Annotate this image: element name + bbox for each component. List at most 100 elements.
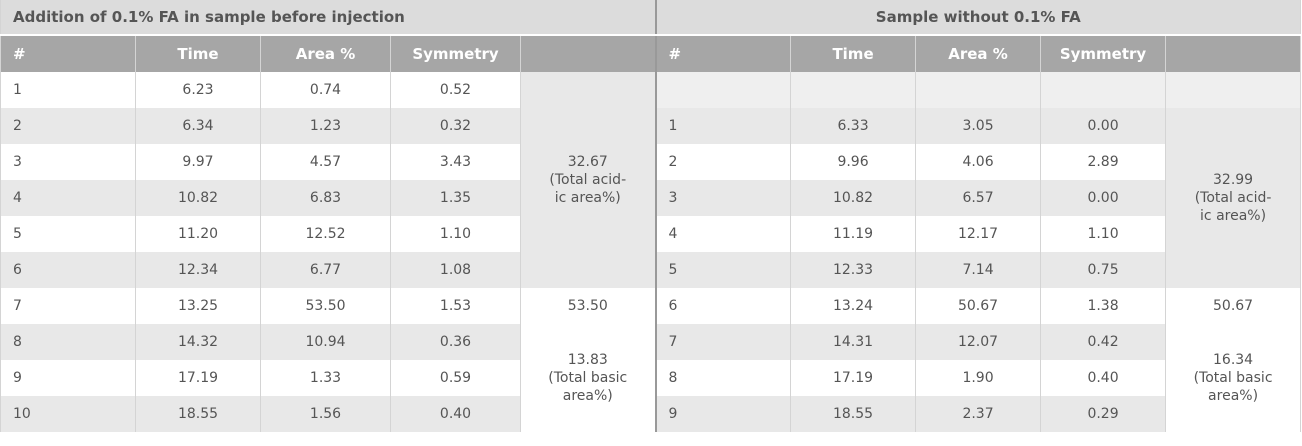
- cell: 3: [0, 144, 136, 180]
- table-row: 1 6.23 0.74 0.52 32.67 (Total acid-ic area%): [0, 72, 1302, 288]
- cell: 7.14: [915, 252, 1042, 288]
- table-row: 2 6.34 1.23 0.32 1 6.33 3.05 0.00 32.99 (Total ac…: [0, 108, 1302, 288]
- summary-cell: 32.67 (Total acid-ic area%): [519, 72, 657, 288]
- cell: 9: [0, 360, 136, 396]
- cell: 4: [655, 216, 792, 252]
- table-row: 5 11.20 12.52 1.10 4 11.19 12.17 1.10: [0, 216, 1301, 252]
- cell: 6.23: [135, 72, 261, 108]
- column-header: Time: [135, 35, 261, 72]
- cell: 10.82: [790, 180, 917, 216]
- column-header-blank: [519, 35, 657, 72]
- summary-line: 16.34: [1213, 352, 1254, 368]
- cell: 1.56: [260, 396, 391, 432]
- summary-cell: 50.67: [1165, 288, 1302, 324]
- cell: 6.83: [260, 180, 391, 216]
- summary-cell: 16.34 (Total basic area%): [1165, 324, 1302, 432]
- cell: 6.77: [260, 252, 391, 288]
- empty-cell: [1040, 72, 1167, 108]
- cell: 1.33: [260, 360, 391, 396]
- cell: 12.17: [915, 216, 1042, 252]
- cell: 1.10: [1040, 216, 1167, 252]
- cell: 0.59: [390, 360, 521, 396]
- cell: 18.55: [790, 396, 917, 432]
- cell: 12.34: [135, 252, 261, 288]
- cell: 4: [0, 180, 136, 216]
- cell: 1.90: [915, 360, 1042, 396]
- cell: 7: [655, 324, 792, 360]
- header-row: # Time Area % Symmetry # Time Area % Symmetry: [0, 35, 1302, 72]
- cell: 50.67: [915, 288, 1042, 324]
- cell: 12.33: [790, 252, 917, 288]
- table-row: 7 13.25 53.50 1.53 53.50 6 13.24 50.67 1.38 50.67: [0, 288, 1302, 324]
- summary-cell: 13.83 (Total basic area%): [519, 324, 657, 432]
- column-header: #: [655, 35, 792, 72]
- cell: 6.34: [135, 108, 261, 144]
- cell: 18.55: [135, 396, 261, 432]
- summary-line: area%): [1208, 388, 1259, 404]
- cell: 1.23: [260, 108, 391, 144]
- cell: 13.24: [790, 288, 917, 324]
- cell: 3.43: [390, 144, 521, 180]
- cell: 1.10: [390, 216, 521, 252]
- cell: 8: [0, 324, 136, 360]
- cell: 5: [0, 216, 136, 252]
- cell: 1.53: [390, 288, 521, 324]
- cell: 2: [655, 144, 792, 180]
- section-title: Addition of 0.1% FA in sample before inj…: [0, 0, 657, 36]
- column-header: Area %: [260, 35, 391, 72]
- empty-cell: [1165, 72, 1302, 108]
- cell: 0.42: [1040, 324, 1167, 360]
- cell: 4.57: [260, 144, 391, 180]
- cell: 14.32: [135, 324, 261, 360]
- cell: 5: [655, 252, 792, 288]
- column-header-blank: [1165, 35, 1302, 72]
- summary-line: (Total basic: [1193, 370, 1273, 386]
- cell: 2.37: [915, 396, 1042, 432]
- cell: 6: [0, 252, 136, 288]
- cell: 9.97: [135, 144, 261, 180]
- cell: 0.29: [1040, 396, 1167, 432]
- table-row: 6 12.34 6.77 1.08 5 12.33 7.14 0.75: [0, 252, 1301, 288]
- cell: 6.57: [915, 180, 1042, 216]
- summary-line: 32.99: [1213, 172, 1254, 188]
- summary-line: ic area%): [554, 190, 621, 206]
- cell: 9.96: [790, 144, 917, 180]
- title-row: Addition of 0.1% FA in sample before inj…: [0, 0, 1302, 36]
- cell: 3: [655, 180, 792, 216]
- data-table: Addition of 0.1% FA in sample before inj…: [0, 0, 1302, 432]
- cell: 0.40: [1040, 360, 1167, 396]
- cell: 14.31: [790, 324, 917, 360]
- cell: 3.05: [915, 108, 1042, 144]
- summary-line: (Total acid-: [1194, 190, 1272, 206]
- cell: 17.19: [135, 360, 261, 396]
- column-header: #: [0, 35, 136, 72]
- cell: 1.35: [390, 180, 521, 216]
- cell: 1.38: [1040, 288, 1167, 324]
- summary-line: 13.83: [567, 352, 608, 368]
- cell: 0.32: [390, 108, 521, 144]
- cell: 1.08: [390, 252, 521, 288]
- summary-cell: 53.50: [519, 288, 657, 324]
- cell: 53.50: [260, 288, 391, 324]
- cell: 0.36: [390, 324, 521, 360]
- column-header: Area %: [915, 35, 1042, 72]
- cell: 1: [0, 72, 136, 108]
- cell: 10.82: [135, 180, 261, 216]
- cell: 11.19: [790, 216, 917, 252]
- summary-line: 50.67: [1213, 298, 1254, 314]
- summary-line: area%): [562, 388, 613, 404]
- cell: 4.06: [915, 144, 1042, 180]
- cell: 2: [0, 108, 136, 144]
- table-row: 3 9.97 4.57 3.43 2 9.96 4.06 2.89: [0, 144, 1301, 180]
- cell: 13.25: [135, 288, 261, 324]
- cell: 17.19: [790, 360, 917, 396]
- cell: 0.00: [1040, 108, 1167, 144]
- table-row: 10 18.55 1.56 0.40 9 18.55 2.37 0.29: [0, 396, 1301, 432]
- summary-line: ic area%): [1200, 208, 1267, 224]
- cell: 0.40: [390, 396, 521, 432]
- cell: 12.07: [915, 324, 1042, 360]
- column-header: Symmetry: [1040, 35, 1167, 72]
- summary-line: (Total acid-: [549, 172, 627, 188]
- empty-cell: [655, 72, 792, 108]
